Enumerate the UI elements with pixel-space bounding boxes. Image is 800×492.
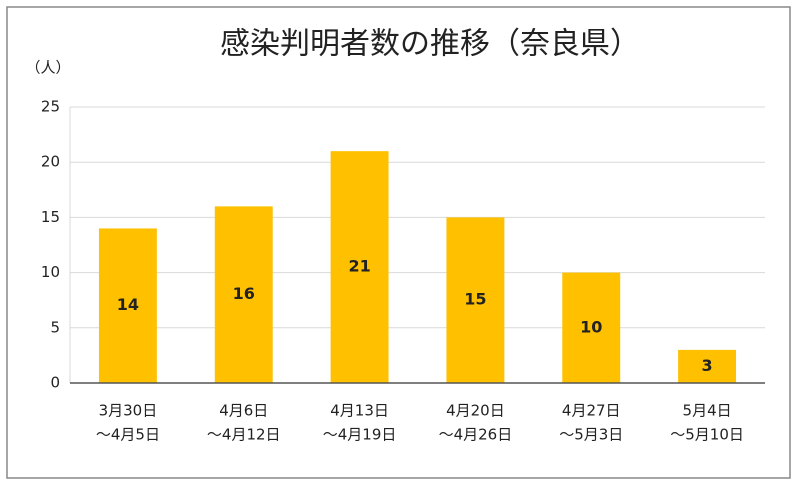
y-tick-label: 0 <box>50 374 60 392</box>
x-tick-label: ～5月3日 <box>559 426 623 444</box>
data-label: 14 <box>117 295 139 314</box>
data-label: 15 <box>464 290 486 309</box>
data-label: 10 <box>580 317 602 336</box>
x-tick-label: 4月6日 <box>219 402 268 420</box>
y-tick-label: 10 <box>41 263 60 281</box>
y-tick-label: 5 <box>50 318 60 336</box>
bar <box>330 151 389 383</box>
x-tick-label: 4月13日 <box>330 402 389 420</box>
y-axis-label: （人） <box>25 59 70 77</box>
x-tick-label: ～4月26日 <box>439 426 513 444</box>
bar <box>98 228 157 383</box>
x-tick-label: 4月20日 <box>446 402 505 420</box>
x-tick-label: 5月4日 <box>683 402 732 420</box>
x-tick-label: 4月27日 <box>562 402 621 420</box>
x-tick-label: ～4月19日 <box>323 426 397 444</box>
chart-title: 感染判明者数の推移（奈良県） <box>220 27 640 62</box>
x-tick-label: ～4月12日 <box>207 426 281 444</box>
data-label: 3 <box>702 356 713 375</box>
x-tick-label: ～5月10日 <box>670 426 744 444</box>
x-tick-label: ～4月5日 <box>96 426 160 444</box>
bar <box>214 206 273 383</box>
data-label: 16 <box>233 284 255 303</box>
data-label: 21 <box>348 257 370 276</box>
bar <box>678 349 737 383</box>
y-tick-label: 25 <box>41 98 60 116</box>
bar <box>562 272 621 383</box>
bar <box>446 217 505 383</box>
y-tick-label: 15 <box>41 208 60 226</box>
y-tick-label: 20 <box>41 153 60 171</box>
x-tick-label: 3月30日 <box>99 402 158 420</box>
